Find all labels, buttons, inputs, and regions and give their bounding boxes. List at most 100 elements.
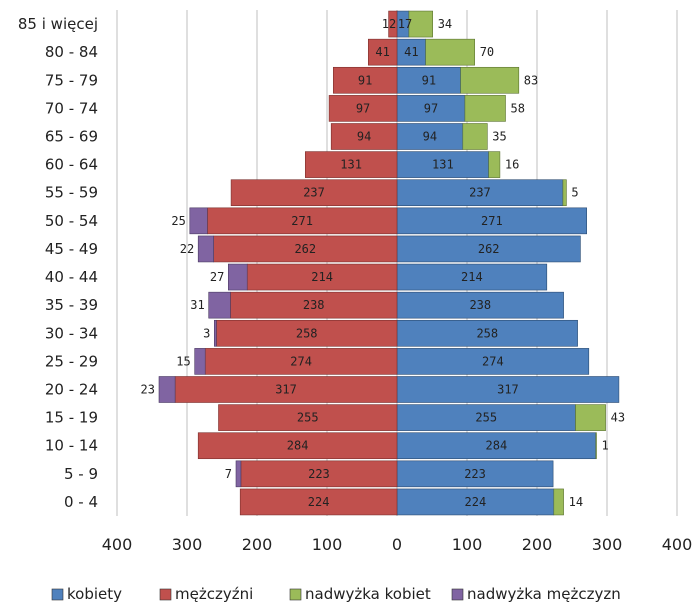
data-label-nadwyzka-kobiet: 5 — [571, 186, 578, 200]
data-label-mezczyzni: 271 — [291, 214, 313, 228]
data-label-nadwyzka-mezczyzn: 25 — [171, 214, 185, 228]
data-label-kobiety: 317 — [497, 383, 519, 397]
category-label: 0 - 4 — [64, 493, 98, 511]
bar-mezczyzni — [204, 348, 398, 375]
data-label-nadwyzka-mezczyzn: 31 — [190, 298, 204, 312]
category-label: 10 - 14 — [45, 437, 98, 455]
data-label-mezczyzni: 91 — [358, 73, 372, 87]
bar-mezczyzni — [216, 319, 398, 347]
data-label-nadwyzka-mezczyzn: 3 — [203, 326, 210, 340]
bar-mezczyzni — [304, 151, 398, 178]
bar-mezczyzni — [328, 95, 398, 122]
data-label-mezczyzni: 131 — [340, 158, 362, 172]
data-label-mezczyzni: 258 — [296, 326, 318, 340]
category-label: 50 - 54 — [45, 212, 98, 230]
category-label: 5 - 9 — [64, 465, 98, 483]
category-label: 20 - 24 — [45, 381, 98, 399]
x-tick-label: 0 — [392, 535, 402, 554]
category-label: 85 i więcej — [18, 15, 98, 33]
category-label: 25 - 29 — [45, 352, 98, 370]
category-label: 55 - 59 — [45, 184, 98, 202]
bar-nadwyzka-mezczyzn — [208, 291, 231, 319]
data-label-kobiety: 237 — [469, 186, 491, 200]
legend-label: nadwyżka kobiet — [305, 585, 431, 603]
bar-nadwyzka-kobiet — [562, 179, 567, 207]
bar-kobiety — [396, 235, 581, 263]
data-label-nadwyzka-kobiet: 35 — [492, 130, 506, 144]
bar-kobiety — [396, 460, 554, 488]
data-label-kobiety: 262 — [478, 242, 500, 256]
bar-mezczyzni — [230, 179, 398, 207]
data-label-mezczyzni: 94 — [357, 130, 371, 144]
data-label-mezczyzni: 255 — [297, 411, 319, 425]
bar-kobiety — [396, 348, 590, 375]
data-label-kobiety: 238 — [469, 298, 491, 312]
data-label-nadwyzka-mezczyzn: 27 — [210, 270, 224, 284]
bar-nadwyzka-kobiet — [460, 66, 520, 94]
data-label-nadwyzka-kobiet: 58 — [511, 101, 525, 115]
data-label-mezczyzni: 238 — [303, 298, 325, 312]
bar-mezczyzni — [239, 488, 398, 516]
data-label-mezczyzni: 41 — [375, 45, 389, 59]
legend-swatch — [51, 588, 64, 601]
data-label-mezczyzni: 224 — [308, 495, 330, 509]
bar-nadwyzka-mezczyzn — [214, 319, 217, 347]
category-label: 70 - 74 — [45, 99, 98, 117]
x-tick-label: 400 — [102, 535, 133, 554]
data-label-mezczyzni: 317 — [275, 383, 297, 397]
bar-mezczyzni — [246, 263, 398, 291]
x-tick-label: 300 — [172, 535, 203, 554]
data-label-mezczyzni: 284 — [287, 439, 309, 453]
data-label-kobiety: 258 — [476, 326, 498, 340]
bar-nadwyzka-kobiet — [462, 123, 488, 150]
bar-kobiety — [396, 432, 597, 460]
data-label-nadwyzka-kobiet: 1 — [602, 439, 609, 453]
category-label: 35 - 39 — [45, 296, 98, 314]
data-label-mezczyzni: 237 — [303, 186, 325, 200]
data-label-nadwyzka-kobiet: 70 — [480, 45, 494, 59]
bar-nadwyzka-mezczyzn — [189, 207, 208, 235]
data-label-mezczyzni: 274 — [290, 354, 312, 368]
bar-mezczyzni — [174, 376, 398, 403]
bar-nadwyzka-kobiet — [425, 38, 476, 66]
data-label-kobiety: 223 — [464, 467, 486, 481]
bar-kobiety — [396, 151, 489, 178]
category-label: 40 - 44 — [45, 268, 98, 286]
data-label-kobiety: 41 — [404, 45, 418, 59]
data-label-kobiety: 224 — [465, 495, 487, 509]
data-label-nadwyzka-kobiet: 83 — [524, 73, 538, 87]
bar-nadwyzka-mezczyzn — [228, 263, 248, 291]
bar-kobiety — [396, 123, 464, 150]
legend-label: nadwyżka mężczyzn — [467, 585, 621, 603]
data-label-mezczyzni: 214 — [311, 270, 333, 284]
bar-kobiety — [396, 263, 548, 291]
bar-kobiety — [396, 404, 576, 431]
bar-mezczyzni — [332, 66, 398, 94]
category-labels: 0 - 4 5 - 9 10 - 14 15 - 19 20 - 24 25 - 29 30… — [18, 15, 98, 511]
data-label-kobiety: 17 — [398, 17, 412, 31]
data-label-nadwyzka-kobiet: 34 — [438, 17, 452, 31]
data-label-kobiety: 284 — [486, 439, 508, 453]
category-label: 60 - 64 — [45, 156, 98, 174]
x-tick-label: 200 — [522, 535, 553, 554]
x-tick-labels: 400 300 200 100 0 100 200 300 400 — [102, 535, 693, 554]
data-label-nadwyzka-mezczyzn: 23 — [141, 383, 155, 397]
bar-mezczyzni — [388, 10, 398, 38]
data-label-nadwyzka-mezczyzn: 15 — [176, 354, 190, 368]
bar-nadwyzka-mezczyzn — [235, 460, 242, 488]
gridlines — [116, 10, 678, 516]
bar-nadwyzka-kobiet — [464, 95, 506, 122]
data-label-kobiety: 271 — [481, 214, 503, 228]
legend-swatch — [451, 588, 464, 601]
data-label-mezczyzni: 12 — [382, 17, 396, 31]
bar-nadwyzka-kobiet — [575, 404, 606, 431]
bar-nadwyzka-kobiet — [488, 151, 501, 178]
bar-mezczyzni — [240, 460, 398, 488]
data-label-nadwyzka-mezczyzn: 22 — [180, 242, 194, 256]
bar-kobiety — [396, 207, 587, 235]
data-label-kobiety: 255 — [475, 411, 497, 425]
bar-mezczyzni — [330, 123, 398, 150]
bars — [158, 10, 620, 516]
bar-kobiety — [396, 291, 564, 319]
